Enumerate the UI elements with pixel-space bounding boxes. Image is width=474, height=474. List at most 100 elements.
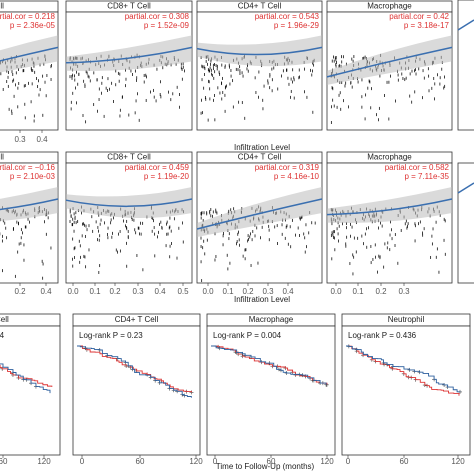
p-value: p = 3.18e-17 bbox=[404, 21, 450, 30]
panel-title: Macrophage bbox=[249, 315, 294, 324]
panel-frame bbox=[341, 325, 471, 456]
survival-step bbox=[346, 345, 461, 393]
panel-title: Cell bbox=[0, 153, 4, 162]
panel-frame bbox=[0, 162, 59, 284]
panel-frame bbox=[206, 325, 336, 456]
smooth-line bbox=[326, 46, 453, 78]
panel-title: Cell bbox=[0, 2, 4, 11]
panel-frame bbox=[0, 11, 59, 131]
panel-title: CD8+ T Cell bbox=[107, 2, 151, 11]
x-tick-label: 0.2 bbox=[109, 287, 121, 296]
confidence-band bbox=[197, 35, 322, 67]
confidence-band bbox=[66, 187, 192, 218]
x-tick-label: 0.3 bbox=[398, 287, 410, 296]
x-tick-label: 0 bbox=[213, 457, 218, 466]
p-value: p = 1.52e-09 bbox=[144, 21, 190, 30]
partial-cor: partial.cor = 0.319 bbox=[255, 163, 320, 172]
log-rank: Log-rank P = 0.554 bbox=[0, 331, 5, 340]
partial-cor: partial.cor = 0.543 bbox=[255, 12, 320, 21]
x-tick-label: 0.3 bbox=[262, 287, 274, 296]
km-curve bbox=[0, 364, 53, 387]
smooth-line bbox=[0, 46, 59, 62]
smooth-line bbox=[457, 182, 474, 194]
x-tick-label: 0.5 bbox=[177, 287, 189, 296]
smooth-line bbox=[65, 46, 193, 64]
p-value: p = 2.10e-03 bbox=[10, 172, 56, 181]
p-value: p = 1.19e-20 bbox=[144, 172, 190, 181]
x-tick-label: 120 bbox=[320, 457, 334, 466]
p-value: p = 4.16e-10 bbox=[274, 172, 320, 181]
panel-title: + T Cell bbox=[0, 315, 9, 324]
x-tick-label: 120 bbox=[451, 457, 465, 466]
km-curve bbox=[0, 363, 51, 394]
header-strip bbox=[0, 151, 59, 164]
x-tick-label: 0.1 bbox=[89, 287, 101, 296]
x-tick-label: 0 bbox=[80, 457, 85, 466]
panel-title: CD4+ T Cell bbox=[238, 2, 282, 11]
survival-step bbox=[77, 345, 192, 398]
panel-title: CD8+ T Cell bbox=[107, 153, 151, 162]
x-tick-label: 0.2 bbox=[375, 287, 387, 296]
panel-frame bbox=[65, 162, 193, 284]
p-value: p = 2.36e-05 bbox=[10, 21, 56, 30]
x-tick-label: 60 bbox=[136, 457, 145, 466]
x-tick-label: 0.4 bbox=[40, 287, 52, 296]
log-rank: Log-rank P = 0.004 bbox=[213, 331, 282, 340]
km-curve bbox=[211, 345, 329, 387]
panel-frame bbox=[457, 0, 474, 131]
confidence-band bbox=[197, 187, 322, 237]
x-axis-label: Time to Follow-Up (months) bbox=[216, 462, 315, 471]
confidence-band bbox=[327, 35, 452, 85]
x-tick-label: 0.4 bbox=[282, 287, 294, 296]
x-axis-label: Infiltration Level bbox=[234, 143, 290, 152]
panel-frame bbox=[196, 11, 323, 131]
x-tick-label: 0.0 bbox=[330, 287, 342, 296]
panel-frame bbox=[0, 325, 61, 456]
survival-step bbox=[346, 345, 460, 396]
log-rank: Log-rank P = 0.23 bbox=[79, 331, 143, 340]
panel-title: Neutrophil bbox=[388, 315, 425, 324]
x-tick-label: 0.1 bbox=[352, 287, 364, 296]
confidence-band bbox=[0, 187, 58, 222]
header-strip bbox=[0, 313, 61, 327]
panel-title: Macrophage bbox=[367, 153, 412, 162]
partial-cor: partial.cor = 0.218 bbox=[0, 12, 56, 21]
panel-title: CD4+ T Cell bbox=[115, 315, 159, 324]
x-tick-label: 0.4 bbox=[154, 287, 166, 296]
confidence-band bbox=[327, 187, 452, 223]
x-tick-label: 0.3 bbox=[14, 135, 26, 144]
x-tick-label: 60 bbox=[0, 457, 8, 466]
km-curve bbox=[77, 345, 192, 398]
confidence-band bbox=[66, 35, 192, 72]
panel-title: Macrophage bbox=[367, 2, 412, 11]
survival-step bbox=[0, 363, 51, 394]
x-tick-label: 120 bbox=[189, 457, 203, 466]
x-tick-label: 60 bbox=[267, 457, 276, 466]
partial-cor: partial.cor = 0.308 bbox=[125, 12, 190, 21]
x-tick-label: 120 bbox=[37, 457, 51, 466]
x-tick-label: 0.0 bbox=[67, 287, 79, 296]
partial-cor: partial.cor = 0.582 bbox=[385, 163, 450, 172]
smooth-line bbox=[196, 46, 323, 56]
x-axis-label: Infiltration Level bbox=[234, 295, 290, 304]
x-tick-label: 0.0 bbox=[202, 287, 214, 296]
smooth-line bbox=[196, 198, 323, 230]
partial-cor: partial.cor = 0.42 bbox=[389, 12, 449, 21]
log-rank: Log-rank P = 0.436 bbox=[348, 331, 417, 340]
x-tick-label: 0 bbox=[346, 457, 351, 466]
smooth-line bbox=[457, 19, 474, 31]
x-tick-label: 0.4 bbox=[36, 135, 48, 144]
smooth-line bbox=[0, 198, 59, 211]
x-tick-label: 0.2 bbox=[242, 287, 254, 296]
survival-step bbox=[211, 345, 327, 385]
censor-mark bbox=[189, 390, 194, 395]
panel-frame bbox=[457, 162, 474, 284]
p-value: p = 1.96e-29 bbox=[274, 21, 320, 30]
smooth-line bbox=[65, 198, 193, 208]
x-tick-label: 60 bbox=[400, 457, 409, 466]
survival-step bbox=[0, 364, 53, 387]
panel-frame bbox=[326, 162, 453, 284]
x-tick-label: 0.1 bbox=[222, 287, 234, 296]
x-tick-label: 0.2 bbox=[14, 287, 26, 296]
